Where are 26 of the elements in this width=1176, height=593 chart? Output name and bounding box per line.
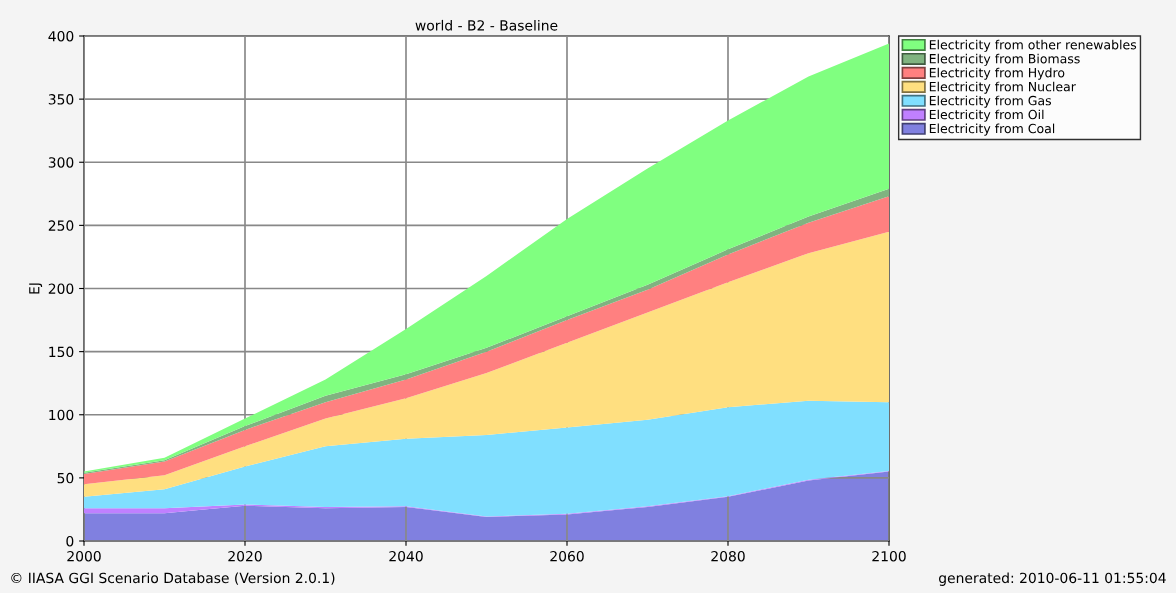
y-tick-label: 100 <box>49 409 74 421</box>
legend-label: Electricity from Coal <box>929 123 1055 136</box>
legend-label: Electricity from other renewables <box>929 39 1137 52</box>
x-tick-label: 2000 <box>67 550 101 562</box>
legend-label: Electricity from Gas <box>929 95 1052 108</box>
y-tick-label: 350 <box>48 94 74 105</box>
x-tick-label: 2100 <box>872 550 906 562</box>
legend-label: Electricity from Oil <box>929 109 1044 122</box>
y-tick-label: 0 <box>66 535 74 547</box>
chart-title: world - B2 - Baseline <box>415 19 558 31</box>
y-tick-label: 400 <box>48 30 74 42</box>
text: © IIASA GGI Scenario Database (Version 2.0.1) <box>11 572 335 585</box>
y-tick-label: 50 <box>57 472 74 484</box>
x-tick-label: 2040 <box>389 550 423 562</box>
text: generated: 2010-06-11 01:55:04 <box>939 572 1166 586</box>
x-tick-label: 2020 <box>228 550 262 562</box>
y-tick-label: 250 <box>48 220 74 231</box>
y-tick-label: 300 <box>48 157 74 168</box>
legend-label: Electricity from Hydro <box>929 67 1065 80</box>
y-tick-label: 150 <box>49 346 74 358</box>
legend-label: Electricity from Biomass <box>929 53 1080 66</box>
legend-label: Electricity from Nuclear <box>929 81 1076 94</box>
y-tick-label: 200 <box>48 283 74 294</box>
y-axis-title: EJ <box>29 283 43 294</box>
x-tick-label: 2080 <box>711 550 745 562</box>
x-tick-label: 2060 <box>550 550 584 562</box>
